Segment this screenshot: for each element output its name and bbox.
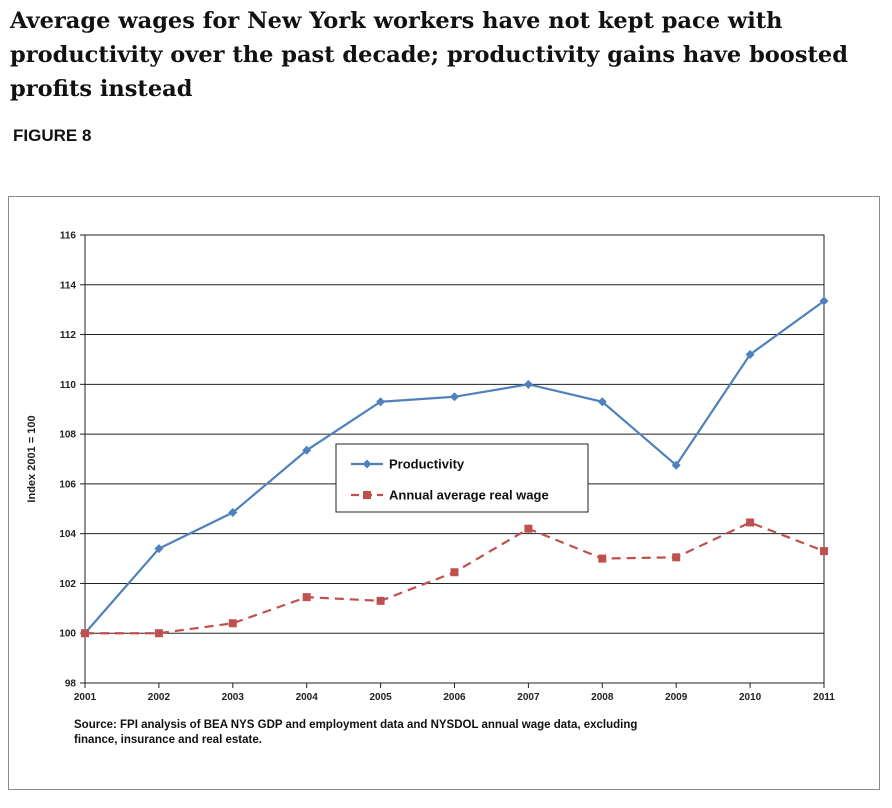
legend: Productivity Annual average real wage	[335, 443, 589, 513]
legend-marker	[363, 491, 371, 499]
plot-border	[84, 234, 825, 684]
gridlines	[80, 234, 825, 688]
x-tick-label: 2001	[74, 692, 97, 703]
series-productivity	[80, 296, 829, 638]
data-point	[523, 379, 533, 389]
chart-frame: 98 100 102 104 106 108 110 112 114 116 2001 2002 20…	[8, 196, 880, 790]
data-point	[302, 445, 312, 455]
data-point	[598, 554, 607, 563]
data-point	[746, 518, 755, 527]
series-line	[85, 521, 825, 635]
x-tick-labels: 2001 2002 2003 2004 2005 2006 2007 2008 2009 2010…	[74, 692, 835, 703]
x-tick-label: 2004	[296, 692, 319, 703]
figure-label: FIGURE 8	[13, 126, 92, 145]
x-tick-label: 2007	[517, 692, 540, 703]
y-axis-title: Index 2001 = 100	[26, 415, 38, 502]
x-tick-label: 2006	[443, 692, 466, 703]
headline: Average wages for New York workers have …	[10, 8, 848, 102]
legend-label: Productivity	[389, 457, 465, 472]
y-tick-label: 104	[59, 529, 76, 540]
data-point	[228, 508, 238, 518]
data-point	[450, 392, 459, 402]
legend-box	[335, 443, 589, 513]
data-point	[376, 397, 386, 407]
y-tick-label: 106	[59, 479, 76, 490]
x-tick-label: 2003	[222, 692, 245, 703]
data-point	[302, 593, 311, 602]
data-point	[671, 460, 681, 470]
data-point	[524, 524, 533, 533]
source-note: Source: FPI analysis of BEA NYS GDP and …	[74, 719, 637, 746]
y-tick-labels: 98 100 102 104 106 108 110 112 114 116	[59, 231, 76, 690]
data-point	[672, 553, 681, 562]
x-tick-label: 2010	[739, 692, 762, 703]
data-point	[81, 629, 89, 638]
x-tick-label: 2005	[369, 692, 392, 703]
y-tick-label: 102	[59, 579, 76, 590]
data-point	[376, 596, 385, 605]
source-line: Source: FPI analysis of BEA NYS GDP and …	[74, 719, 637, 731]
series-real-wage	[81, 518, 828, 638]
legend-marker	[362, 459, 372, 469]
y-tick-label: 112	[60, 330, 77, 341]
data-point	[745, 349, 755, 359]
y-tick-label: 108	[59, 430, 76, 441]
x-tick-label: 2011	[813, 692, 835, 703]
series-lines	[80, 296, 829, 638]
data-point	[154, 544, 164, 554]
data-point	[450, 568, 459, 577]
legend-label: Annual average real wage	[389, 488, 549, 503]
data-point	[820, 547, 828, 556]
y-tick-label: 116	[60, 231, 77, 242]
y-tick-label: 114	[60, 280, 77, 291]
x-tick-label: 2009	[665, 692, 688, 703]
data-point	[154, 629, 163, 638]
data-point	[819, 296, 829, 306]
y-tick-label: 98	[65, 679, 77, 690]
x-tick-label: 2008	[591, 692, 614, 703]
source-line: finance, insurance and real estate.	[74, 734, 262, 746]
y-tick-label: 100	[59, 629, 76, 640]
data-point	[228, 619, 237, 628]
x-tick-label: 2002	[148, 692, 171, 703]
y-tick-label: 110	[60, 380, 77, 391]
data-point	[597, 397, 607, 407]
